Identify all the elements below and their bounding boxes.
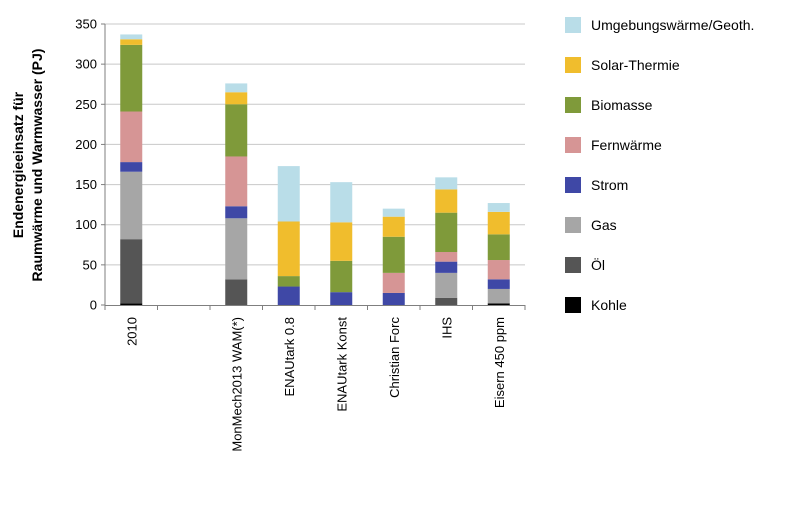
- bars: [120, 34, 510, 305]
- y-tick-label: 50: [83, 257, 97, 272]
- legend-swatch: [565, 297, 581, 313]
- bar-segment-fernwärme: [435, 252, 458, 262]
- bar-segment-gas: [120, 171, 143, 240]
- x-tick-label: MonMech2013 WAM(*): [229, 317, 244, 452]
- legend-swatch: [565, 137, 581, 153]
- x-tick-labels: 2010 MonMech2013 WAM(*) ENAUtark 0.8 ENAUta…: [104, 305, 526, 452]
- legend-item: Strom: [565, 175, 628, 195]
- bar-segment-solar-thermie: [120, 39, 143, 45]
- y-axis-label-line2: Raumwärme und Warmwasser (PJ): [29, 49, 45, 282]
- y-tick-labels: 0 50 100 150 200 250 300 350: [75, 17, 105, 313]
- bar-segment-kohle: [487, 303, 510, 305]
- bar-segment-biomasse: [225, 104, 248, 157]
- axes: [104, 24, 525, 306]
- bar-segment-umgebungswärme-geoth-: [225, 83, 248, 93]
- bar-segment-solar-thermie: [487, 211, 510, 235]
- x-tick-label: 2010: [124, 317, 139, 346]
- bar-segment-biomasse: [120, 44, 143, 112]
- bar-segment-strom: [225, 206, 248, 219]
- legend-swatch: [565, 177, 581, 193]
- bar-segment-umgebungswärme-geoth-: [435, 177, 458, 190]
- legend-swatch: [565, 97, 581, 113]
- bar-segment-strom: [435, 261, 458, 273]
- bar-segment-fernwärme: [120, 111, 143, 163]
- legend-swatch: [565, 257, 581, 273]
- bar-segment-öl: [120, 239, 143, 304]
- bar-segment-gas: [225, 218, 248, 280]
- gridlines: [105, 23, 525, 266]
- y-tick-label: 150: [75, 177, 97, 192]
- legend-item: Gas: [565, 215, 617, 235]
- legend-label: Solar-Thermie: [591, 57, 680, 73]
- legend-swatch: [565, 217, 581, 233]
- bar-segment-strom: [330, 292, 353, 305]
- legend-label: Kohle: [591, 297, 627, 313]
- bar-segment-umgebungswärme-geoth-: [487, 203, 510, 212]
- legend-label: Fernwärme: [591, 137, 662, 153]
- bar-segment-umgebungswärme-geoth-: [277, 166, 300, 222]
- legend-item: Öl: [565, 255, 605, 275]
- x-tick-label: Eisern 450 ppm: [492, 317, 507, 408]
- bar-segment-fernwärme: [382, 272, 405, 293]
- bar-segment-strom: [120, 162, 143, 172]
- bar-segment-gas: [435, 272, 458, 298]
- bar-segment-solar-thermie: [382, 216, 405, 237]
- stacked-bar-chart: 0 50 100 150 200 250 300 350 2010 MonMech2013 WA…: [10, 17, 526, 452]
- y-tick-label: 100: [75, 217, 97, 232]
- legend-item: Umgebungswärme/Geoth.: [565, 15, 754, 35]
- bar-segment-solar-thermie: [225, 92, 248, 105]
- bar-segment-umgebungswärme-geoth-: [330, 182, 353, 223]
- bar-segment-fernwärme: [487, 260, 510, 280]
- bar-segment-öl: [225, 279, 248, 305]
- y-tick-label: 0: [90, 298, 97, 313]
- bar-segment-kohle: [120, 303, 143, 305]
- legend-label: Umgebungswärme/Geoth.: [591, 17, 755, 33]
- x-tick-label: Christian Forc: [387, 317, 402, 398]
- legend-swatch: [565, 17, 581, 33]
- bar-segment-fernwärme: [225, 156, 248, 207]
- bar-segment-umgebungswärme-geoth-: [382, 208, 405, 217]
- bar-segment-strom: [382, 292, 405, 305]
- legend-swatch: [565, 57, 581, 73]
- bar-segment-biomasse: [382, 236, 405, 273]
- y-tick-label: 350: [75, 17, 97, 32]
- bar-segment-biomasse: [435, 212, 458, 253]
- bar-segment-öl: [435, 297, 458, 305]
- x-tick-label: ENAUtark Konst: [334, 317, 349, 412]
- legend-item: Kohle: [565, 295, 627, 315]
- bar-segment-umgebungswärme-geoth-: [120, 34, 143, 40]
- bar-segment-biomasse: [277, 276, 300, 287]
- y-axis-label-line1: Endenergieeinsatz für: [10, 91, 26, 238]
- bar-segment-biomasse: [330, 260, 353, 293]
- bar-segment-gas: [487, 288, 510, 304]
- bar-segment-biomasse: [487, 234, 510, 261]
- legend-item: Fernwärme: [565, 135, 662, 155]
- x-tick-label: ENAUtark 0.8: [282, 317, 297, 396]
- legend-label: Biomasse: [591, 97, 653, 113]
- legend-label: Strom: [591, 177, 629, 193]
- x-tick-label: IHS: [439, 317, 454, 339]
- bar-segment-solar-thermie: [330, 222, 353, 261]
- bar-segment-strom: [277, 286, 300, 305]
- legend-item: Solar-Thermie: [565, 55, 680, 75]
- bar-segment-solar-thermie: [277, 221, 300, 277]
- bar-segment-strom: [487, 279, 510, 289]
- legend-label: Öl: [591, 257, 605, 273]
- y-tick-label: 200: [75, 137, 97, 152]
- bar-segment-solar-thermie: [435, 189, 458, 213]
- y-tick-label: 250: [75, 97, 97, 112]
- legend-item: Biomasse: [565, 95, 652, 115]
- y-tick-label: 300: [75, 57, 97, 72]
- legend-label: Gas: [591, 217, 617, 233]
